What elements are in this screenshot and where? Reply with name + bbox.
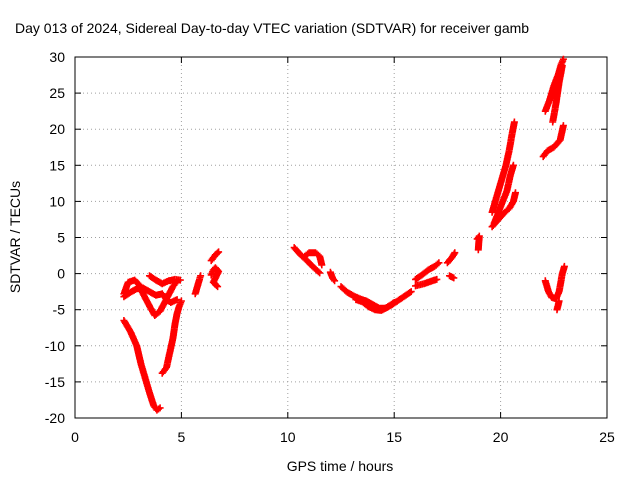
chart-title: Day 013 of 2024, Sidereal Day-to-day VTE… xyxy=(15,20,529,36)
data-point-plus xyxy=(120,284,181,306)
data-point-plus xyxy=(352,296,398,314)
grid-lines xyxy=(75,57,607,418)
data-markers xyxy=(120,55,568,414)
x-axis-title: GPS time / hours xyxy=(287,458,394,474)
y-tick-label: 5 xyxy=(57,230,65,246)
data-point-plus xyxy=(488,118,518,216)
data-point-plus xyxy=(443,249,459,267)
x-tick-label: 20 xyxy=(493,429,509,445)
data-point-plus xyxy=(207,264,223,291)
x-tick-label: 15 xyxy=(386,429,402,445)
x-tick-labels: 0 5 10 15 20 25 xyxy=(71,429,615,445)
data-point-plus xyxy=(553,297,563,314)
y-tick-label: -5 xyxy=(53,302,66,318)
data-point-plus xyxy=(539,122,567,161)
data-point-plus xyxy=(446,272,458,282)
data-point-plus xyxy=(541,262,568,303)
y-tick-label: 0 xyxy=(57,266,65,282)
data-point-plus xyxy=(120,317,164,414)
data-point-plus xyxy=(473,232,483,254)
y-tick-label: 20 xyxy=(49,121,65,137)
y-axis-title: SDTVAR / TECUs xyxy=(7,181,23,293)
data-point-plus xyxy=(412,259,443,283)
data-point-plus xyxy=(207,248,223,265)
y-tick-label: -10 xyxy=(45,338,65,354)
y-tick-label: 25 xyxy=(49,85,65,101)
x-tick-label: 0 xyxy=(71,429,79,445)
axis-ticks xyxy=(74,56,608,419)
data-point-plus xyxy=(191,272,205,298)
y-tick-label: 15 xyxy=(49,157,65,173)
y-tick-label: 30 xyxy=(49,49,65,65)
data-point-plus xyxy=(488,189,519,231)
x-tick-label: 10 xyxy=(280,429,296,445)
y-tick-label: -15 xyxy=(45,374,65,390)
x-tick-label: 25 xyxy=(599,429,615,445)
data-point-plus xyxy=(158,297,185,377)
y-tick-label: 10 xyxy=(49,193,65,209)
data-point-plus xyxy=(326,268,339,285)
data-point-plus xyxy=(146,272,184,288)
x-tick-label: 5 xyxy=(178,429,186,445)
y-tick-label: -20 xyxy=(45,410,65,426)
data-point-plus xyxy=(412,275,441,290)
data-point-plus xyxy=(549,62,566,126)
data-point-plus xyxy=(301,249,326,269)
y-tick-labels: -20 -15 -10 -5 0 5 10 15 20 25 30 xyxy=(45,49,65,426)
